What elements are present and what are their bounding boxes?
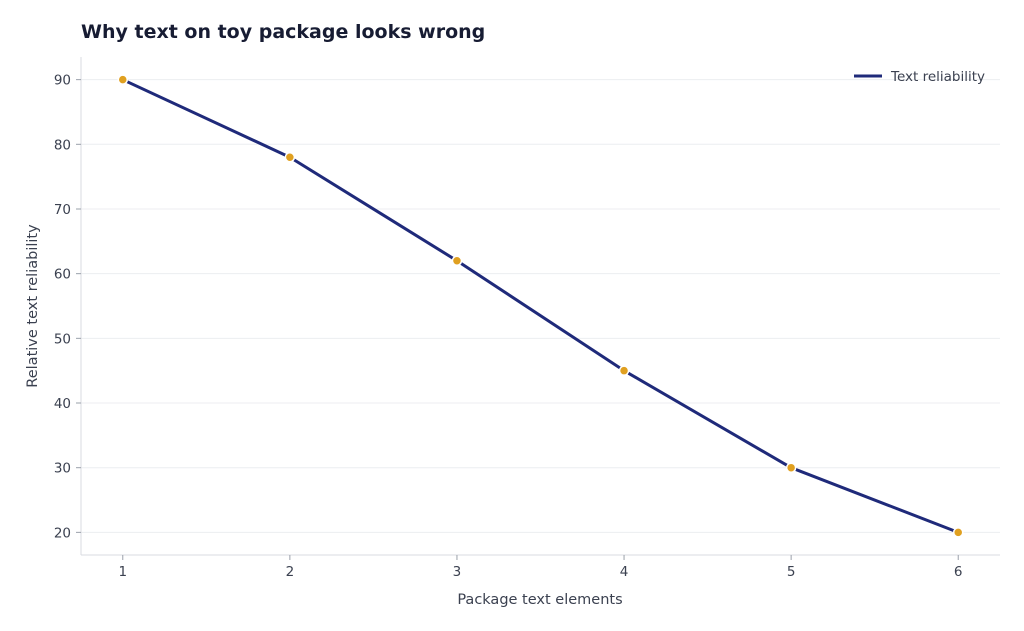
y-tick-label-80: 80 <box>54 137 71 153</box>
series-line-0 <box>121 78 960 534</box>
x-tick-label-5: 5 <box>787 564 796 580</box>
y-tick-label-40: 40 <box>54 396 71 412</box>
chart-title: Why text on toy package looks wrong <box>81 21 486 43</box>
legend-label: Text reliability <box>890 69 985 85</box>
legend: Text reliability <box>854 69 985 85</box>
y-tick-labels: 20 30 40 50 60 70 80 90 <box>54 73 81 541</box>
y-tick-label-50: 50 <box>54 331 71 347</box>
data-point-2 <box>284 151 296 163</box>
x-axis-label: Package text elements <box>457 592 622 608</box>
data-point-4 <box>618 365 630 376</box>
x-tick-label-3: 3 <box>453 564 462 580</box>
y-tick-label-20: 20 <box>54 525 71 541</box>
x-tick-label-2: 2 <box>286 564 295 580</box>
x-tick-label-6: 6 <box>954 564 963 580</box>
x-tick-label-1: 1 <box>118 564 127 580</box>
data-point-1 <box>117 74 129 85</box>
y-tick-label-70: 70 <box>54 202 71 218</box>
data-point-5 <box>785 462 797 473</box>
grid-lines <box>81 79 1000 533</box>
x-tick-labels: 1 2 3 4 5 6 <box>118 555 963 580</box>
y-tick-label-60: 60 <box>54 267 71 283</box>
x-tick-label-4: 4 <box>620 564 629 580</box>
data-point-6 <box>952 527 964 538</box>
axes <box>80 57 1000 556</box>
y-tick-label-90: 90 <box>54 73 71 89</box>
y-axis-label: Relative text reliability <box>25 224 41 388</box>
y-tick-label-30: 30 <box>54 461 71 477</box>
series-group <box>117 74 964 538</box>
data-point-3 <box>451 255 463 266</box>
